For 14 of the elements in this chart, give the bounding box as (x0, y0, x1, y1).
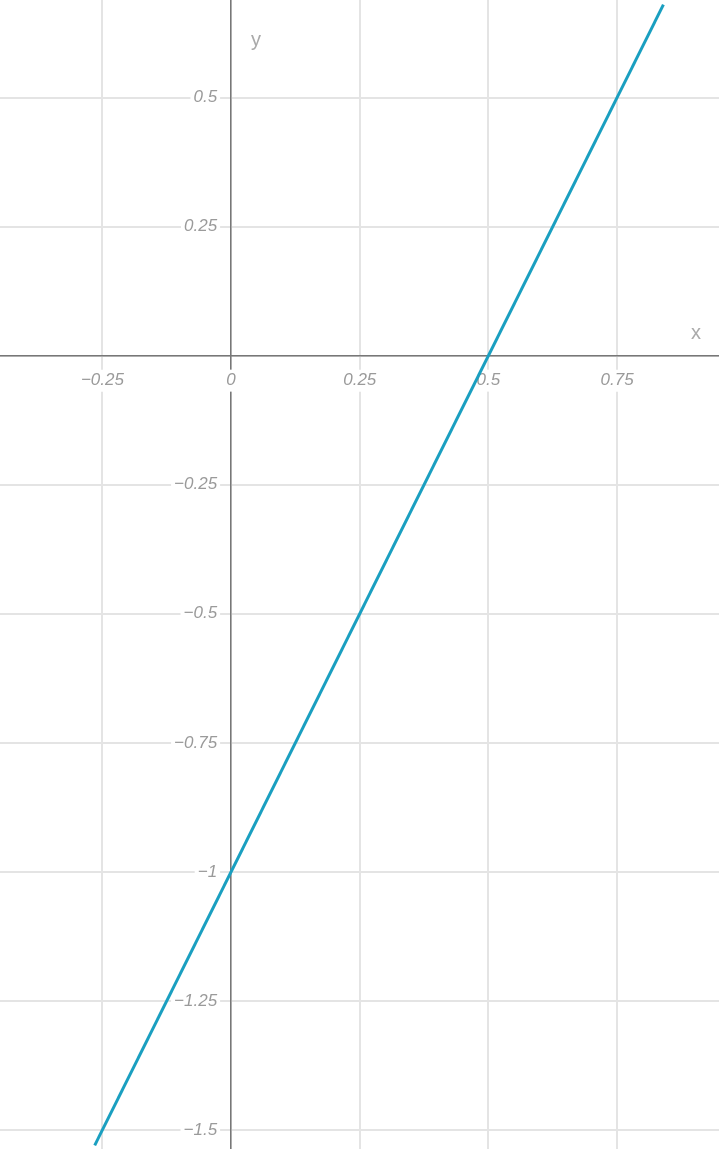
y-tick-label: −0.5 (183, 603, 218, 623)
y-tick-label: 0.25 (184, 216, 218, 236)
y-tick-label: −1.25 (174, 990, 218, 1010)
y-tick-label: −0.75 (174, 732, 218, 752)
y-tick-label: −1.5 (183, 1119, 218, 1139)
x-axis-title: x (691, 321, 701, 344)
y-tick-label: −0.25 (174, 474, 218, 494)
x-tick-label: −0.25 (80, 370, 125, 390)
x-tick-label: 0 (226, 370, 237, 390)
x-tick-label: 0.75 (600, 370, 635, 390)
y-tick-label: −1 (197, 861, 218, 881)
y-axis-title: y (251, 27, 262, 50)
x-tick-label: 0.25 (343, 370, 377, 390)
y-tick-label: 0.5 (193, 87, 218, 107)
